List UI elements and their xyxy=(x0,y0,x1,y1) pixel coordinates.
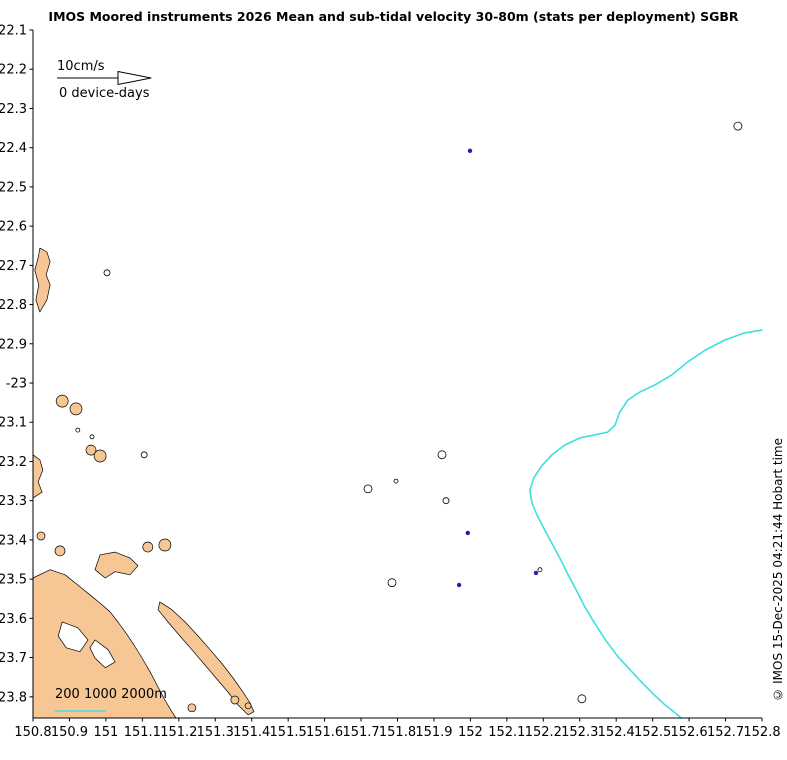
x-tick-label: 152.3 xyxy=(561,725,598,740)
land-polygon xyxy=(157,601,255,716)
x-tick-label: 152.1 xyxy=(488,725,525,740)
x-tick-label: 150.8 xyxy=(14,725,51,740)
y-tick-label: 23.8 xyxy=(0,690,27,705)
island xyxy=(85,444,97,456)
water-channel xyxy=(57,621,89,653)
mooring-point xyxy=(465,530,470,536)
island-outline xyxy=(733,121,743,131)
x-tick-label: 151.6 xyxy=(306,725,343,740)
mooring-point xyxy=(467,148,473,153)
land-polygon xyxy=(32,454,44,499)
y-tick-label: 23.5 xyxy=(0,573,27,588)
velocity-scale-label: 10cm/s xyxy=(57,59,105,74)
x-tick-label: 151.5 xyxy=(270,725,307,740)
x-tick-label: 151.1 xyxy=(124,725,161,740)
island xyxy=(187,703,197,713)
velocity-scale-arrow-head xyxy=(117,71,152,85)
y-tick-label: 22.1 xyxy=(0,24,27,39)
y-tick-label: 22.8 xyxy=(0,298,27,313)
x-tick-label: 151.7 xyxy=(342,725,379,740)
island xyxy=(230,695,240,705)
x-tick-label: 151.4 xyxy=(233,725,270,740)
y-tick-label: 23.1 xyxy=(0,416,27,431)
land-polygon xyxy=(32,569,177,719)
island-outline xyxy=(437,450,447,460)
island xyxy=(69,402,83,416)
island xyxy=(55,394,69,408)
x-tick-label: 151.2 xyxy=(160,725,197,740)
y-tick-label: 22.6 xyxy=(0,220,27,235)
land-polygon xyxy=(94,551,139,579)
y-tick-label: 23.3 xyxy=(0,494,27,509)
island-outline xyxy=(363,484,373,494)
x-tick-label: 152.2 xyxy=(525,725,562,740)
y-tick-label: 23.6 xyxy=(0,612,27,627)
shelf-contour-line xyxy=(528,329,763,719)
y-tick-label: 23.4 xyxy=(0,533,27,548)
land-polygon xyxy=(34,247,51,313)
island-outline xyxy=(393,478,399,484)
mooring-point xyxy=(456,582,462,588)
island xyxy=(54,545,66,557)
y-tick-label: 22.9 xyxy=(0,337,27,352)
y-tick-label: 22.4 xyxy=(0,141,27,156)
island xyxy=(142,541,154,553)
x-tick-label: 152.8 xyxy=(743,725,780,740)
x-tick-label: 151.9 xyxy=(415,725,452,740)
island-outline xyxy=(442,497,450,505)
x-tick-label: 151 xyxy=(93,725,118,740)
island-outline xyxy=(577,694,587,704)
x-tick-label: 150.9 xyxy=(51,725,88,740)
island-outline xyxy=(89,434,95,440)
x-tick-label: 152.5 xyxy=(634,725,671,740)
y-tick-label: 22.7 xyxy=(0,259,27,274)
chart-title: IMOS Moored instruments 2026 Mean and su… xyxy=(48,9,739,24)
depth-scale-label: 200 1000 2000m xyxy=(55,687,167,702)
y-tick-label: 23.7 xyxy=(0,651,27,666)
island-outline xyxy=(103,269,111,277)
island xyxy=(244,702,252,710)
y-tick-label: 22.2 xyxy=(0,63,27,78)
device-days-label: 0 device-days xyxy=(59,86,150,101)
x-tick-label: 152.6 xyxy=(670,725,707,740)
island xyxy=(93,449,107,463)
y-tick-label: -23 xyxy=(6,377,27,392)
x-tick-label: 152.7 xyxy=(707,725,744,740)
island-outline xyxy=(140,451,148,459)
x-tick-label: 152.4 xyxy=(598,725,635,740)
attribution-text: © IMOS 15-Dec-2025 04:21:44 Hobart time xyxy=(771,438,785,702)
y-tick-label: 22.3 xyxy=(0,102,27,117)
x-tick-label: 151.8 xyxy=(379,725,416,740)
x-tick-label: 152 xyxy=(458,725,483,740)
island xyxy=(158,538,172,552)
island-outline xyxy=(387,578,397,588)
mooring-point xyxy=(533,570,539,576)
island-outline xyxy=(75,427,81,433)
x-tick-label: 151.3 xyxy=(197,725,234,740)
water-channel xyxy=(89,639,116,669)
axis-frame xyxy=(32,30,762,719)
island-outline xyxy=(537,567,543,573)
y-tick-label: 22.5 xyxy=(0,180,27,195)
y-tick-label: 23.2 xyxy=(0,455,27,470)
island xyxy=(36,531,46,541)
